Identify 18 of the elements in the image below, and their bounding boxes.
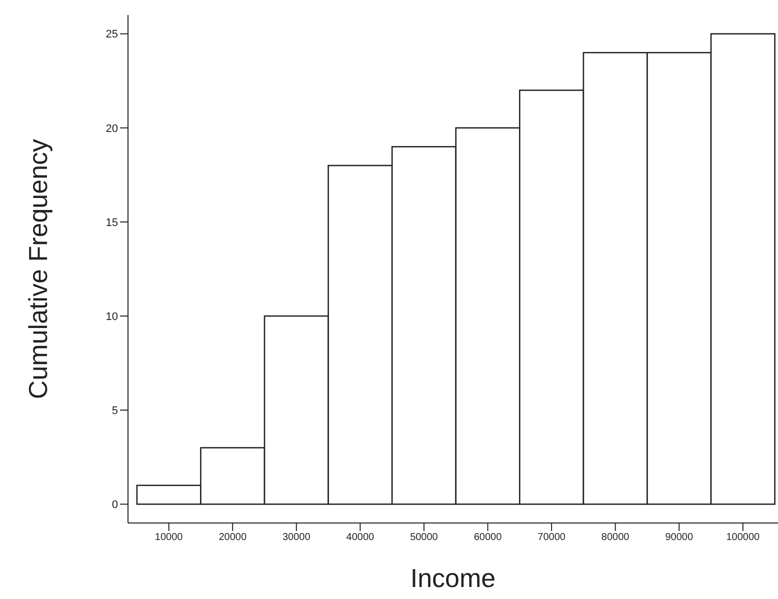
y-tick-label: 10	[106, 310, 118, 323]
y-tick-label: 20	[106, 122, 118, 135]
x-tick-label: 20000	[218, 532, 247, 544]
x-tick-label: 90000	[665, 532, 694, 544]
y-tick-label: 15	[106, 216, 118, 229]
y-tick-label: 25	[106, 28, 118, 41]
y-axis-title: Cumulative Frequency	[23, 138, 54, 400]
x-tick-label: 30000	[282, 532, 311, 544]
y-tick-label: 0	[112, 499, 118, 512]
y-tick-label: 5	[112, 405, 118, 418]
x-axis-title: Income	[410, 563, 496, 593]
x-tick-label: 40000	[346, 532, 375, 544]
x-tick-label: 70000	[538, 532, 566, 544]
x-tick-label: 60000	[474, 532, 502, 544]
x-tick-label: 50000	[410, 532, 438, 544]
x-tick-label: 100000	[726, 532, 760, 544]
x-tick-label: 10000	[154, 532, 184, 544]
x-tick-label: 80000	[601, 532, 630, 544]
